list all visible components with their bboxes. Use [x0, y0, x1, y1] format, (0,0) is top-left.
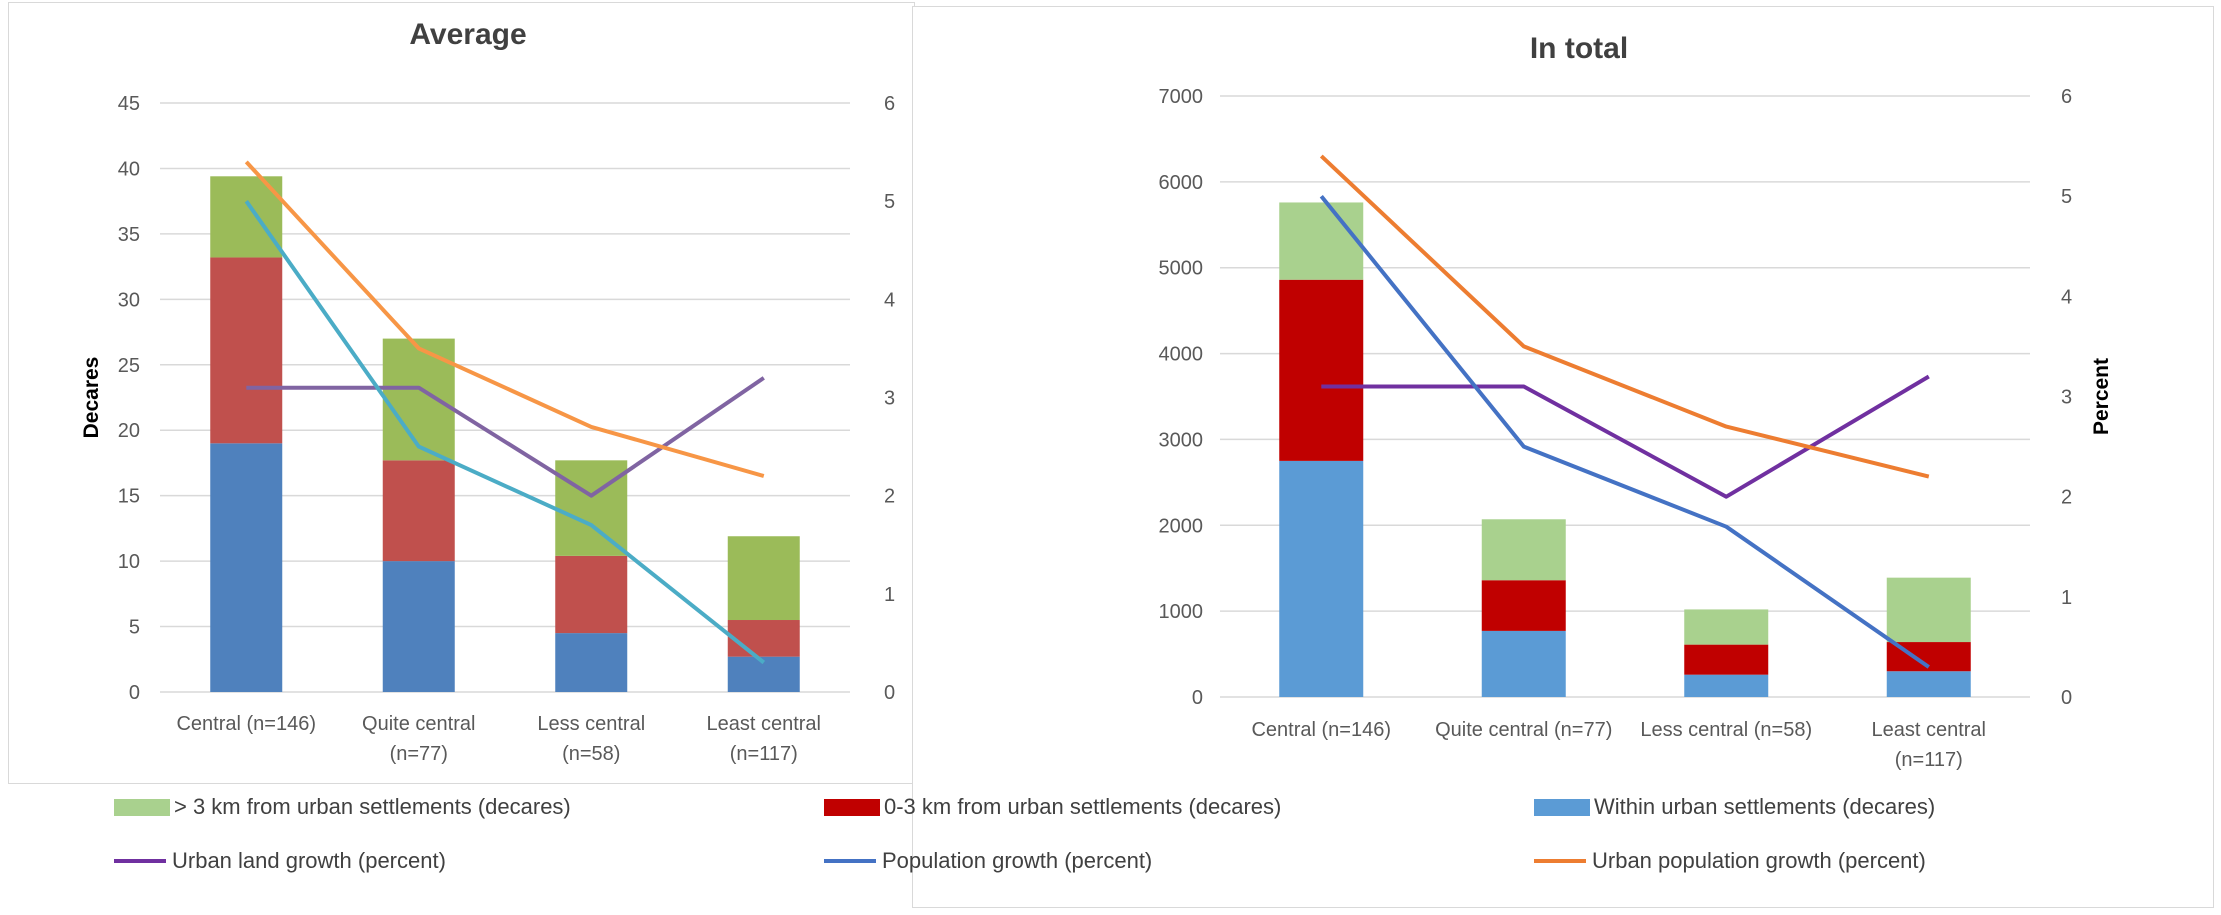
- average-category-label: (n=117): [730, 743, 798, 765]
- total-y2-tick-label: 4: [2061, 286, 2072, 308]
- average-y-tick-label: 35: [118, 224, 140, 246]
- total-y-tick-label: 7000: [1159, 86, 1204, 108]
- legend-label-far: > 3 km from urban settlements (decares): [174, 794, 571, 819]
- total-y2-tick-label: 2: [2061, 487, 2072, 509]
- average-y2-tick-label: 0: [884, 682, 895, 704]
- average-y2-tick-label: 2: [884, 486, 895, 508]
- legend-swatch-near: [824, 798, 880, 816]
- legend-swatch-within: [1534, 798, 1590, 816]
- right-chart-frame: [912, 6, 2214, 908]
- total-y2-tick-label: 0: [2061, 687, 2072, 709]
- legend-swatch-far: [114, 798, 170, 816]
- average-bar-near-0: [210, 257, 283, 444]
- total-bar-near-1: [1481, 580, 1566, 631]
- legend-item-land-growth: Urban land growth (percent): [114, 848, 446, 874]
- average-line-urban-pop-growth: [244, 160, 765, 478]
- total-bar-within-2: [1684, 674, 1769, 697]
- total-chart-title: In total: [1530, 32, 1628, 65]
- legend-item-urban-pop-growth: Urban population growth (percent): [1534, 848, 1926, 874]
- legend-item-within: Within urban settlements (decares): [1534, 794, 1935, 820]
- total-category-label: Less central (n=58): [1640, 719, 1812, 741]
- average-category-label: Central (n=146): [176, 713, 316, 735]
- average-category-label: Least central: [706, 713, 821, 735]
- average-category-label: Less central: [537, 713, 645, 735]
- legend-label-near: 0-3 km from urban settlements (decares): [884, 794, 1282, 819]
- total-y-tick-label: 4000: [1159, 344, 1204, 366]
- average-bar-far-2: [555, 460, 628, 556]
- total-bar-near-0: [1279, 279, 1364, 461]
- total-y-tick-label: 6000: [1159, 172, 1204, 194]
- average-bar-within-1: [382, 561, 455, 692]
- total-bar-within-1: [1481, 630, 1566, 697]
- total-y2-tick-label: 1: [2061, 587, 2072, 609]
- total-bar-far-3: [1886, 577, 1971, 643]
- average-bar-near-3: [727, 620, 800, 657]
- total-y-tick-label: 1000: [1159, 601, 1204, 623]
- average-y-tick-label: 0: [129, 682, 140, 704]
- legend-label-pop-growth: Population growth (percent): [882, 848, 1153, 873]
- total-y2-tick-label: 5: [2061, 186, 2072, 208]
- average-y2-tick-label: 4: [884, 289, 895, 311]
- average-line-pop-growth: [244, 200, 766, 665]
- total-line-urban-pop-growth: [1319, 154, 1930, 479]
- average-y2-tick-label: 5: [884, 191, 895, 213]
- total-category-label: Quite central (n=77): [1435, 719, 1612, 741]
- average-y-tick-label: 40: [118, 158, 140, 180]
- total-y2-axis-label: Percent: [2090, 358, 2113, 435]
- total-y-tick-label: 0: [1192, 687, 1203, 709]
- total-bar-within-3: [1886, 671, 1971, 697]
- total-y2-tick-label: 3: [2061, 387, 2072, 409]
- legend-swatch-pop-growth: [824, 859, 876, 863]
- total-bar-near-2: [1684, 644, 1769, 675]
- average-y2-tick-label: 3: [884, 388, 895, 410]
- total-y-tick-label: 3000: [1159, 429, 1204, 451]
- average-y-axis-label: Decares: [80, 357, 103, 439]
- average-bar-far-3: [727, 536, 800, 621]
- average-y-tick-label: 15: [118, 486, 140, 508]
- total-bar-far-1: [1481, 519, 1566, 581]
- total-y2-tick-label: 6: [2061, 86, 2072, 108]
- legend-item-far: > 3 km from urban settlements (decares): [114, 794, 571, 820]
- legend-item-pop-growth: Population growth (percent): [824, 848, 1152, 874]
- legend-swatch-land-growth: [114, 859, 166, 863]
- average-bar-near-2: [555, 555, 628, 634]
- total-bar-far-0: [1279, 202, 1364, 280]
- average-y-tick-label: 30: [118, 289, 140, 311]
- average-y2-tick-label: 6: [884, 93, 895, 115]
- total-bar-within-0: [1279, 460, 1364, 697]
- total-category-label: Central (n=146): [1251, 719, 1391, 741]
- legend-label-within: Within urban settlements (decares): [1594, 794, 1936, 819]
- average-y2-tick-label: 1: [884, 584, 895, 606]
- average-y-tick-label: 10: [118, 551, 140, 573]
- total-line-land-growth: [1321, 374, 1930, 499]
- average-category-label: Quite central: [362, 713, 475, 735]
- average-y-tick-label: 20: [118, 420, 140, 442]
- average-bar-within-0: [210, 443, 283, 692]
- legend: > 3 km from urban settlements (decares) …: [110, 788, 2110, 888]
- average-bar-near-1: [382, 460, 455, 562]
- legend-item-near: 0-3 km from urban settlements (decares): [824, 794, 1281, 820]
- total-bar-far-2: [1684, 609, 1769, 645]
- total-y-tick-label: 5000: [1159, 258, 1204, 280]
- legend-label-urban-pop-growth: Urban population growth (percent): [1592, 848, 1926, 873]
- total-category-label: Least central: [1871, 719, 1986, 741]
- average-y-tick-label: 25: [118, 355, 140, 377]
- average-bar-within-2: [555, 633, 628, 692]
- legend-label-land-growth: Urban land growth (percent): [172, 848, 446, 873]
- total-category-label: (n=117): [1895, 749, 1963, 771]
- average-line-land-growth: [246, 376, 765, 498]
- total-y-tick-label: 2000: [1159, 515, 1204, 537]
- average-y-tick-label: 5: [129, 617, 140, 639]
- average-y-tick-label: 45: [118, 93, 140, 115]
- average-category-label: (n=77): [390, 743, 448, 765]
- total-line-pop-growth: [1319, 194, 1930, 669]
- average-category-label: (n=58): [562, 743, 620, 765]
- average-chart-title: Average: [409, 18, 526, 51]
- legend-swatch-urban-pop-growth: [1534, 859, 1586, 863]
